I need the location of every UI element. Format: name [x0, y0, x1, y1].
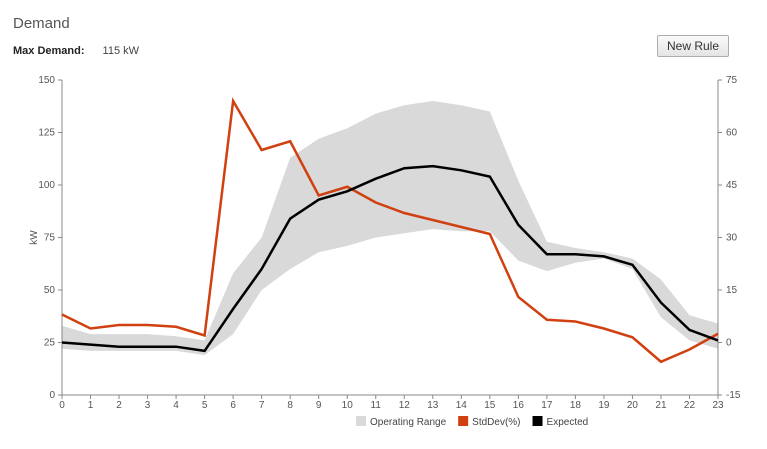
legend-label: Operating Range	[370, 417, 447, 428]
x-tick-label: 2	[116, 400, 122, 411]
x-tick-label: 8	[287, 400, 293, 411]
y-tick-label: 25	[44, 338, 56, 349]
x-tick-label: 7	[259, 400, 265, 411]
legend: Operating Range StdDev(%) Expected	[356, 416, 588, 428]
band-layer	[62, 101, 718, 356]
x-tick-label: 6	[230, 400, 236, 411]
lines-layer	[61, 97, 719, 364]
x-tick-label: 0	[59, 400, 65, 411]
x-tick-label: 12	[399, 400, 411, 411]
x-tick-label: 4	[173, 400, 179, 411]
y-tick-label: 0	[49, 390, 55, 401]
x-tick-label: 22	[684, 400, 696, 411]
y2-tick-label: 60	[726, 128, 738, 139]
x-tick-label: 15	[484, 400, 496, 411]
x-tick-label: 10	[342, 400, 354, 411]
legend-swatch	[532, 416, 543, 426]
max-demand: Max Demand: 115 kW	[13, 45, 139, 57]
y2-tick-label: 45	[726, 180, 738, 191]
x-tick-label: 9	[316, 400, 322, 411]
legend-swatch	[458, 416, 469, 426]
y2-tick-label: 30	[726, 233, 738, 244]
x-tick-label: 3	[145, 400, 151, 411]
x-tick-label: 1	[88, 400, 94, 411]
x-tick-label: 16	[513, 400, 525, 411]
y-tick-label: 100	[38, 180, 55, 191]
new-rule-button[interactable]: New Rule	[657, 35, 729, 57]
x-tick-label: 19	[598, 400, 610, 411]
legend-swatch	[356, 416, 366, 426]
y-tick-label: 150	[38, 75, 55, 86]
x-tick-label: 17	[541, 400, 553, 411]
y2-tick-label: 75	[726, 75, 738, 86]
x-tick-label: 11	[371, 400, 382, 411]
max-demand-value: 115 kW	[102, 45, 140, 57]
y-tick-label: 50	[44, 285, 56, 296]
series-line-stddev-	[61, 97, 719, 364]
y-axis-label: kW	[29, 230, 40, 245]
y2-tick-label: 0	[726, 338, 732, 349]
y-tick-label: 75	[44, 233, 56, 244]
x-tick-label: 13	[427, 400, 439, 411]
x-tick-label: 21	[655, 400, 667, 411]
y2-tick-label: 15	[726, 285, 738, 296]
y2-tick-label: -15	[726, 390, 741, 401]
x-tick-label: 20	[627, 400, 639, 411]
x-tick-label: 18	[570, 400, 582, 411]
max-demand-label: Max Demand:	[13, 45, 85, 57]
x-tick-label: 5	[202, 400, 208, 411]
operating-range-band	[62, 101, 718, 356]
series-line-expected	[61, 164, 719, 353]
page-title: Demand	[13, 15, 70, 32]
legend-label: StdDev(%)	[472, 417, 520, 428]
x-tick-label: 23	[712, 400, 724, 411]
legend-label: Expected	[547, 417, 589, 428]
x-tick-label: 14	[456, 400, 468, 411]
y-tick-label: 125	[38, 128, 55, 139]
